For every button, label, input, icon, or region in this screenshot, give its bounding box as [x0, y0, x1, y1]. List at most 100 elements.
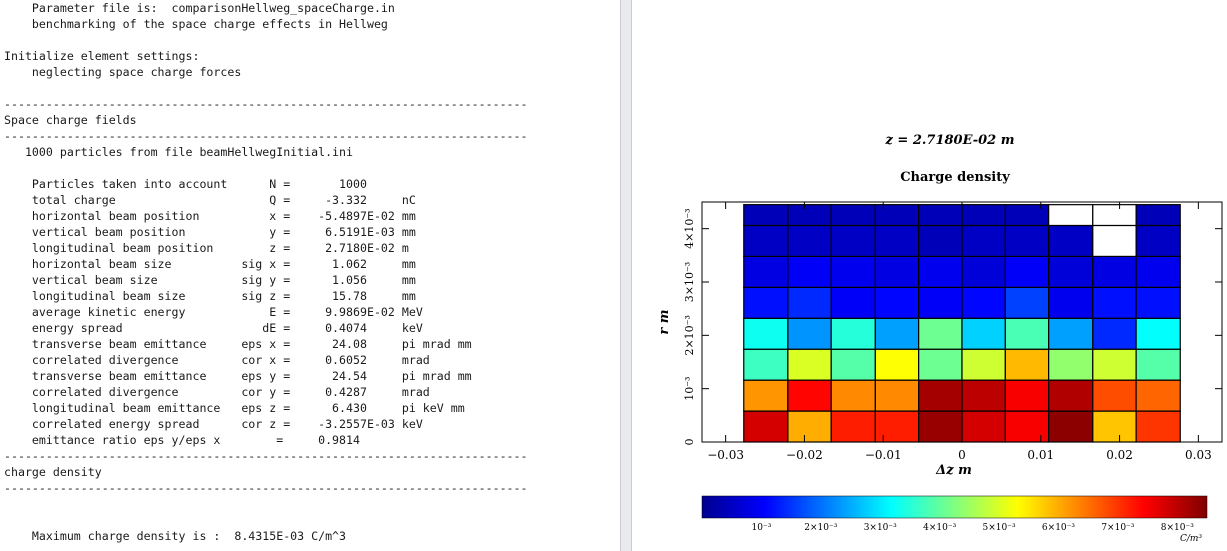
heatmap-cell: [788, 411, 831, 442]
console-line: correlated energy spread cor z = -3.2557…: [4, 417, 423, 431]
heatmap-cell: [875, 318, 918, 349]
pane-splitter[interactable]: [620, 0, 632, 551]
colorbar-tick-label: 6×10⁻³: [1042, 523, 1075, 533]
heatmap-cell: [1093, 349, 1136, 380]
console-line: correlated divergence cor y = 0.4287 mra…: [4, 385, 430, 399]
console-line: average kinetic energy E = 9.9869E-02 Me…: [4, 305, 423, 319]
colorbar-tick-label: 3×10⁻³: [864, 523, 897, 533]
heatmap-cell: [1136, 349, 1180, 380]
heatmap-cell: [788, 287, 831, 318]
x-tick-label: 0.03: [1185, 448, 1212, 462]
heatmap-cell: [744, 256, 788, 287]
heatmap-cell: [788, 349, 831, 380]
heatmap-cell: [1049, 287, 1093, 318]
heatmap-cell: [744, 380, 788, 411]
colorbar-tick-label: 10⁻³: [752, 523, 772, 533]
heatmap-cell: [919, 205, 962, 226]
console-line: Particles taken into account N = 1000: [4, 177, 367, 191]
console-output: Parameter file is: comparisonHellweg_spa…: [0, 0, 620, 551]
heatmap-cell: [875, 225, 918, 256]
console-line: transverse beam emittance eps x = 24.08 …: [4, 337, 472, 351]
y-tick-label: 2×10⁻³: [683, 315, 696, 355]
x-tick-label: 0: [958, 448, 966, 462]
heatmap-cell: [1136, 205, 1180, 226]
console-line: longitudinal beam emittance eps z = 6.43…: [4, 401, 465, 415]
heatmap-cell: [1136, 225, 1180, 256]
console-line: ----------------------------------------…: [4, 129, 528, 143]
heatmap-cell: [1005, 205, 1048, 226]
heatmap-cell: [1005, 411, 1048, 442]
heatmap-cell: [1005, 349, 1048, 380]
heatmap-cell: [1049, 380, 1093, 411]
console-line: emittance ratio eps y/eps x = 0.9814: [4, 433, 360, 447]
console-line: vertical beam size sig y = 1.056 mm: [4, 273, 416, 287]
heatmap-cell: [875, 380, 918, 411]
heatmap-cell: [919, 349, 962, 380]
console-line: ----------------------------------------…: [4, 97, 528, 111]
colorbar: [702, 496, 1207, 518]
heatmap-cell: [962, 205, 1005, 226]
charge-density-plot: z = 2.7180E-02 m Charge density −0.03 −0.…: [632, 0, 1227, 551]
colorbar-tick-label: 4×10⁻³: [923, 523, 956, 533]
heatmap-cell: [962, 318, 1005, 349]
heatmap-cell: [831, 256, 875, 287]
heatmap-cell: [1093, 225, 1136, 256]
heatmap-cell: [1049, 411, 1093, 442]
heatmap-cell: [788, 256, 831, 287]
console-line: vertical beam position y = 6.5191E-03 mm: [4, 225, 416, 239]
heatmap-cell: [875, 205, 918, 226]
heatmap-cell: [1049, 225, 1093, 256]
heatmap-cell: [919, 256, 962, 287]
colorbar-ticks: 10⁻³ 2×10⁻³ 3×10⁻³ 4×10⁻³ 5×10⁻³ 6×10⁻³ 7×10⁻³…: [752, 523, 1195, 533]
plot-subtitle: Charge density: [900, 170, 1010, 185]
x-tick-label: 0.02: [1106, 448, 1133, 462]
heatmap-cell: [744, 205, 788, 226]
heatmap-cell: [831, 411, 875, 442]
heatmap-cell: [919, 287, 962, 318]
console-line: ----------------------------------------…: [4, 449, 528, 463]
heatmap-cell: [1136, 287, 1180, 318]
heatmap-cell: [744, 225, 788, 256]
console-line: Maximum charge density is : 8.4315E-03 C…: [4, 529, 346, 543]
heatmap-cell: [831, 225, 875, 256]
heatmap-cell: [744, 287, 788, 318]
heatmap-cell: [875, 349, 918, 380]
y-axis-label: r m: [657, 309, 672, 334]
console-line: benchmarking of the space charge effects…: [4, 17, 388, 31]
x-tick-label: 0.01: [1027, 448, 1054, 462]
console-line: transverse beam emittance eps y = 24.54 …: [4, 369, 472, 383]
heatmap-cell: [788, 380, 831, 411]
heatmap-cell: [1049, 205, 1093, 226]
heatmap-cell: [1136, 318, 1180, 349]
console-line: charge density: [4, 465, 102, 479]
heatmap-cell: [1136, 256, 1180, 287]
y-tick-label: 3×10⁻³: [683, 262, 696, 302]
colorbar-tick-label: 5×10⁻³: [983, 523, 1016, 533]
heatmap-cell: [962, 380, 1005, 411]
heatmap-cell: [788, 318, 831, 349]
x-tick-label: −0.02: [786, 448, 823, 462]
console-line: total charge Q = -3.332 nC: [4, 193, 416, 207]
heatmap-cell: [744, 411, 788, 442]
heatmap-cell: [1005, 380, 1048, 411]
heatmap-cell: [1136, 411, 1180, 442]
plot-pane: z = 2.7180E-02 m Charge density −0.03 −0.…: [632, 0, 1227, 551]
heatmap-cell: [962, 349, 1005, 380]
colorbar-tick-label: 7×10⁻³: [1101, 523, 1134, 533]
heatmap-cell: [875, 287, 918, 318]
heatmap-cell: [1049, 318, 1093, 349]
x-tick-label: −0.01: [865, 448, 902, 462]
heatmap-cell: [962, 256, 1005, 287]
heatmap-cell: [875, 411, 918, 442]
heatmap-cell: [1136, 380, 1180, 411]
plot-title: z = 2.7180E-02 m: [885, 133, 1015, 148]
heatmap-cell: [962, 411, 1005, 442]
colorbar-tick-label: 2×10⁻³: [804, 523, 837, 533]
console-line: Initialize element settings:: [4, 49, 199, 63]
heatmap-cell: [1093, 318, 1136, 349]
heatmap-cell: [1005, 318, 1048, 349]
heatmap-cell: [875, 256, 918, 287]
console-line: Space charge fields: [4, 113, 137, 127]
heatmap-cell: [1005, 287, 1048, 318]
heatmap-cell: [788, 205, 831, 226]
